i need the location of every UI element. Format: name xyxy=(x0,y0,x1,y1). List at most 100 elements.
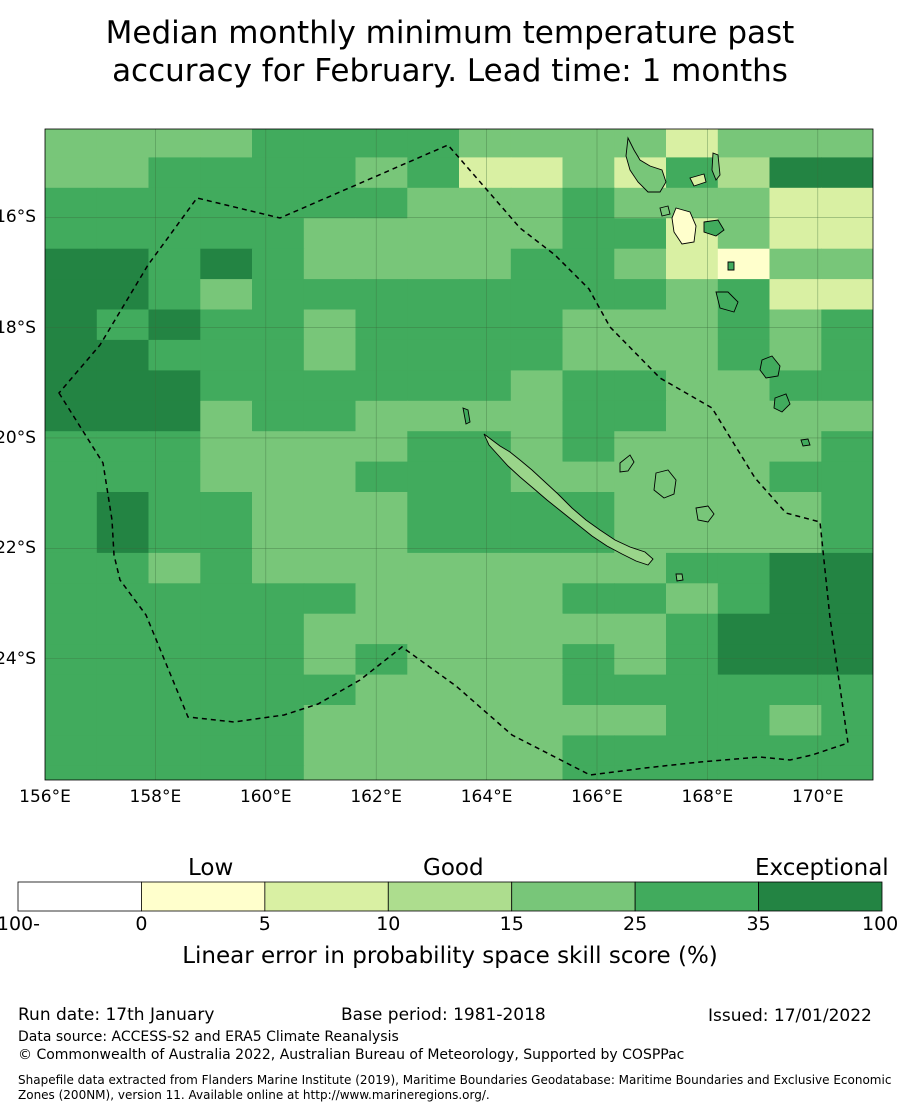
grid-cell xyxy=(96,157,150,189)
grid-cell xyxy=(96,248,150,280)
grid-cell xyxy=(303,522,357,554)
grid-cell xyxy=(821,827,873,858)
grid-cell xyxy=(303,461,357,493)
grid-cell xyxy=(510,522,564,554)
grid-cell xyxy=(96,583,150,615)
grid-cell xyxy=(200,279,253,311)
grid-cell xyxy=(510,309,564,341)
grid-cell xyxy=(614,827,666,858)
grid-cell xyxy=(252,129,305,158)
colorbar-segment xyxy=(387,881,513,912)
grid-cell xyxy=(200,492,253,523)
grid-cell xyxy=(96,129,150,158)
x-tick-label: 160°E xyxy=(239,787,292,807)
loyalty-island-2 xyxy=(653,469,677,499)
grid-cell xyxy=(459,129,512,158)
grid-cell xyxy=(252,339,305,371)
espiritu-santo-island xyxy=(625,136,667,193)
coastlines xyxy=(462,136,811,582)
erromango-island xyxy=(773,393,791,413)
grid-cell xyxy=(200,309,253,341)
grid-cell xyxy=(303,218,357,250)
y-tick-label: 16°S xyxy=(0,207,36,228)
grid-cell xyxy=(717,492,771,523)
grid-cell xyxy=(304,827,356,858)
grid-cell xyxy=(148,248,201,280)
colorbar-label-good: Good xyxy=(423,855,484,881)
grid-cell xyxy=(717,765,771,780)
grid-cell xyxy=(717,187,771,219)
grid-cell xyxy=(562,157,615,189)
grid-cell xyxy=(356,827,408,858)
colorbar-tick-label: 5 xyxy=(258,913,271,935)
grid-cell xyxy=(769,735,822,767)
grid-cell xyxy=(252,431,305,463)
grid-cell xyxy=(45,583,98,615)
grid-cell xyxy=(769,613,822,645)
grid-cell xyxy=(407,339,460,371)
grid-cell xyxy=(45,735,98,767)
grid-cell xyxy=(200,613,253,645)
grid-cell xyxy=(821,461,873,493)
grid-cell xyxy=(821,492,873,523)
x-tick-label: 168°E xyxy=(681,787,734,807)
grid-cell xyxy=(666,522,719,554)
grid-cell xyxy=(252,400,305,432)
grid-cell xyxy=(459,461,512,493)
grid-cell xyxy=(563,827,615,858)
grid-cell xyxy=(770,827,822,858)
grid-cell xyxy=(355,765,408,780)
grid-cell xyxy=(459,522,512,554)
grid-cell xyxy=(407,827,459,858)
grid-cell xyxy=(459,674,512,706)
grid-cell xyxy=(407,735,460,767)
grid-cell xyxy=(45,492,98,523)
grid-cell xyxy=(252,370,305,402)
grid-cell xyxy=(407,461,460,493)
grid-cell xyxy=(148,613,201,645)
grid-cell xyxy=(769,248,822,280)
island-small-1 xyxy=(711,152,721,181)
grid-cell xyxy=(510,431,564,463)
grid-cell xyxy=(614,400,667,432)
grid-cell xyxy=(45,644,98,676)
grid-cell xyxy=(355,370,408,402)
grid-cell xyxy=(96,522,150,554)
grid-cell xyxy=(459,309,512,341)
grid-cell xyxy=(666,613,719,645)
grid-cell xyxy=(562,644,615,676)
grid-cell xyxy=(821,248,873,280)
grid-cell xyxy=(821,552,873,584)
grid-cell xyxy=(666,400,719,432)
grid-cell xyxy=(717,674,771,706)
grid-cell xyxy=(562,218,615,250)
colorbar-label-low: Low xyxy=(188,855,234,881)
grid-cell xyxy=(148,522,201,554)
grid-cell xyxy=(562,129,615,158)
grid-cell xyxy=(614,765,667,780)
grid-cell xyxy=(252,613,305,645)
new-caledonia-island xyxy=(483,433,654,566)
grid-cell xyxy=(149,827,201,858)
grid-cell xyxy=(666,309,719,341)
grid-cell xyxy=(821,674,873,706)
grid-cell xyxy=(355,339,408,371)
grid-cell xyxy=(304,796,356,827)
grid-cell xyxy=(821,370,873,402)
grid-cell xyxy=(717,461,771,493)
grid-cell xyxy=(459,187,512,219)
grid-cell xyxy=(459,492,512,523)
grid-cell xyxy=(614,613,667,645)
grid-cell xyxy=(562,735,615,767)
grid-cell xyxy=(666,827,718,858)
grid-cell xyxy=(355,735,408,767)
grid-cell xyxy=(769,129,822,158)
x-tick-label: 164°E xyxy=(460,787,513,807)
chart-title: Median monthly minimum temperature past … xyxy=(0,14,900,90)
grid-cell xyxy=(407,644,460,676)
grid-cell xyxy=(252,552,305,584)
y-tick-label: 24°S xyxy=(0,648,36,669)
grid-cell xyxy=(148,461,201,493)
grid-cell xyxy=(407,796,459,827)
grid-cell xyxy=(200,218,253,250)
